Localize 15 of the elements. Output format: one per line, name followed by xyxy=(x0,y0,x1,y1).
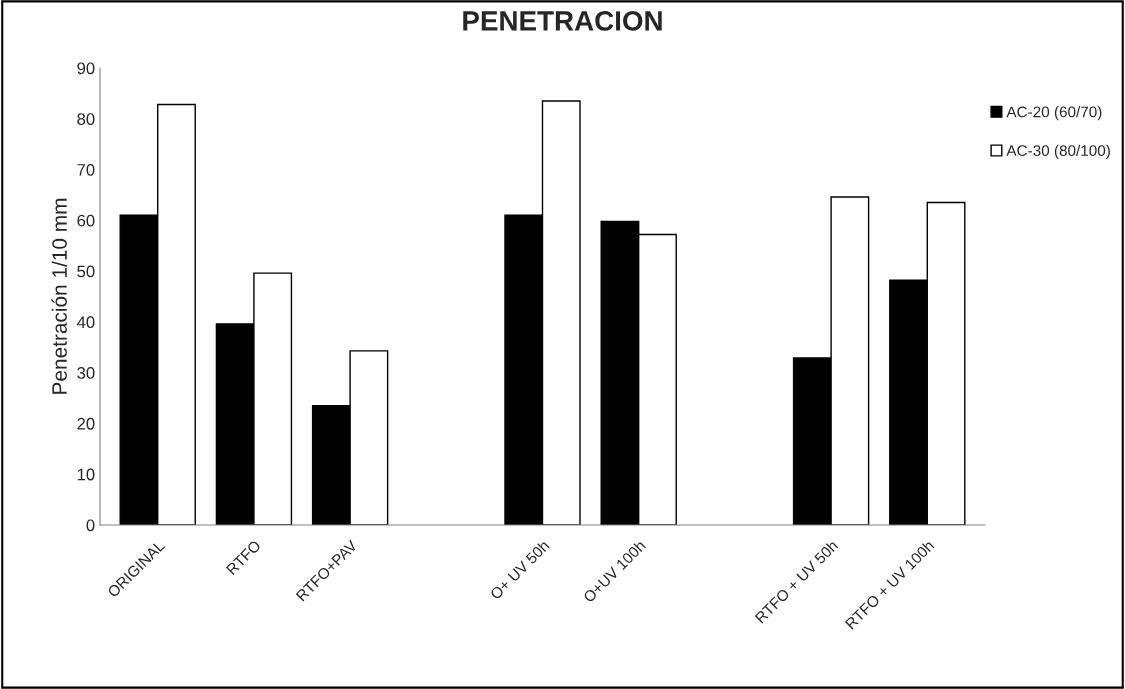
y-tick-label: 40 xyxy=(76,316,95,329)
x-tick-label: O+ UV 50h xyxy=(489,539,550,601)
y-tick-label: 70 xyxy=(77,163,95,176)
chart-title: PENETRACION xyxy=(463,11,662,31)
legend-label: AC-30 (80/100) xyxy=(1006,144,1110,160)
legend-label: AC-20 (60/70) xyxy=(1006,106,1102,121)
y-tick-label: 30 xyxy=(77,367,95,379)
y-tick-label: 0 xyxy=(86,519,95,532)
y-tick-label: 10 xyxy=(77,468,95,481)
y-tick-label: 90 xyxy=(77,62,95,75)
y-axis-title: Penetración 1/10 mm xyxy=(51,198,67,394)
y-tick-label: 60 xyxy=(77,214,95,227)
y-tick-label: 20 xyxy=(77,417,95,430)
y-tick-label: 80 xyxy=(77,113,95,125)
y-tick-label: 50 xyxy=(77,265,95,278)
